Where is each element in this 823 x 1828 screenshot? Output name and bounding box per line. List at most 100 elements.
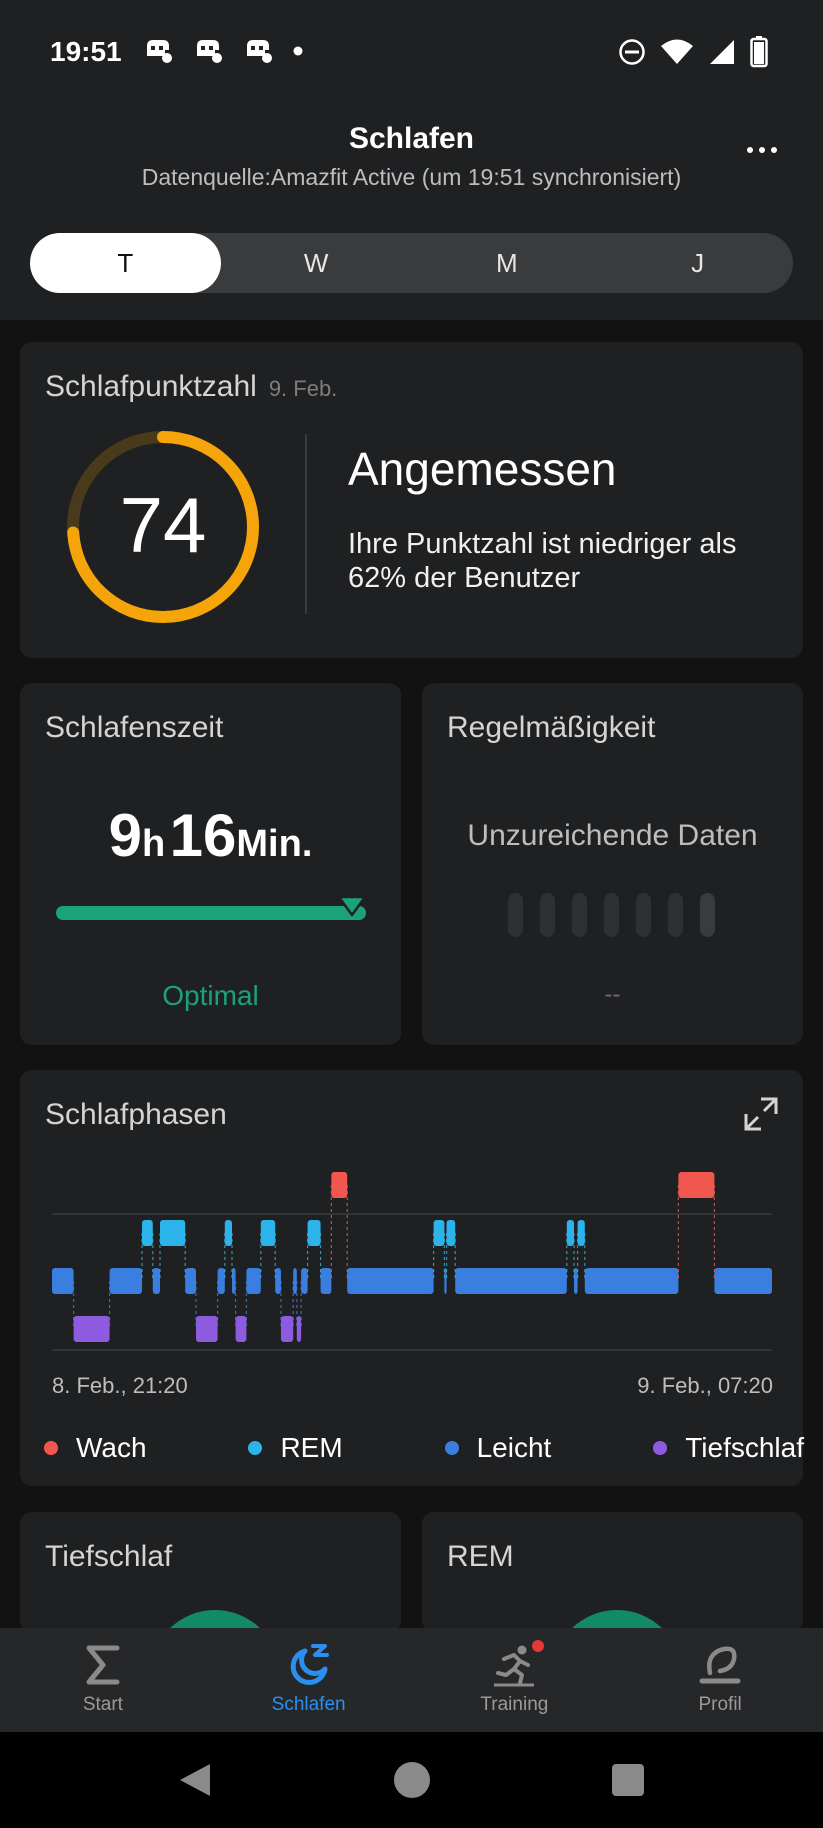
cellular-signal-icon <box>710 40 734 64</box>
legend-label: Leicht <box>476 1432 552 1463</box>
hours-unit: h <box>141 823 166 865</box>
phase-segment <box>331 1172 348 1198</box>
phase-segment <box>444 1268 447 1294</box>
phase-segment <box>142 1220 153 1246</box>
phase-segment <box>185 1268 196 1294</box>
tab-day[interactable]: T <box>30 233 221 293</box>
app-header: Schlafen Datenquelle:Amazfit Active (um … <box>0 100 823 320</box>
home-button[interactable] <box>394 1762 430 1798</box>
sleep-time-title: Schlafenszeit <box>45 711 224 744</box>
rem-card[interactable]: REM <box>422 1512 803 1632</box>
phase-segment <box>293 1268 297 1294</box>
status-bar: 19:51 <box>0 0 823 100</box>
sleep-score-card[interactable]: Schlafpunktzahl 9. Feb. 74 Angemessen Ihr… <box>20 342 803 658</box>
deep-sleep-title: Tiefschlaf <box>45 1540 173 1573</box>
sleep-moon-icon <box>290 1644 329 1685</box>
phase-segment <box>52 1268 74 1294</box>
phase-segment <box>224 1220 232 1246</box>
tab-week[interactable]: W <box>303 247 329 278</box>
phase-segment <box>217 1268 225 1294</box>
regularity-placeholder-bars <box>508 893 715 937</box>
phase-segment <box>584 1268 679 1294</box>
phase-segment <box>566 1220 574 1246</box>
status-time: 19:51 <box>50 36 122 67</box>
notification-icons <box>143 38 303 64</box>
profile-icon <box>699 1646 741 1684</box>
phase-segment <box>160 1220 186 1246</box>
nav-label: Schlafen <box>271 1694 346 1715</box>
score-ring: 74 <box>67 431 259 623</box>
page-title: Schlafen <box>348 122 475 155</box>
nav-profile[interactable]: Profil <box>617 1628 823 1732</box>
system-navigation-bar <box>0 1732 823 1828</box>
data-source-text: Datenquelle:Amazfit Active (um 19:51 syn… <box>141 164 682 190</box>
sleep-duration: 9h 16Min. <box>20 801 401 870</box>
phase-segment <box>275 1268 281 1294</box>
regularity-title: Regelmäßigkeit <box>447 711 656 744</box>
sleep-phases-card[interactable]: Schlafphasen 8. Feb., 21:20 9. Feb., 07:… <box>20 1070 804 1486</box>
wifi-icon <box>661 39 693 64</box>
minutes-value: 16 <box>169 802 237 869</box>
phase-segment <box>260 1220 276 1246</box>
sleep-time-card[interactable]: Schlafenszeit 9h 16Min. Optimal <box>20 683 401 1045</box>
expand-icon[interactable] <box>743 1096 779 1132</box>
phase-segment <box>296 1316 302 1342</box>
tab-month[interactable]: M <box>496 247 518 278</box>
score-date: 9. Feb. <box>268 376 338 401</box>
nav-label: Profil <box>698 1694 742 1715</box>
more-notifications-dot-icon <box>293 46 303 56</box>
app-notification-icon <box>197 40 222 63</box>
regularity-card[interactable]: Regelmäßigkeit Unzureichende Daten -- <box>422 683 803 1045</box>
back-icon[interactable] <box>178 1762 212 1798</box>
chart-legend: Wach REM Leicht Tiefschlaf <box>44 1432 804 1464</box>
system-icons <box>618 36 768 68</box>
card-title: Schlafpunktzahl 9. Feb. <box>45 370 337 404</box>
phase-segment <box>235 1316 247 1342</box>
legend-awake: Wach <box>44 1432 147 1464</box>
phase-segment <box>152 1268 160 1294</box>
more-options-button[interactable] <box>747 140 787 160</box>
legend-deep: Tiefschlaf <box>653 1432 804 1464</box>
score-description: Ihre Punktzahl ist niedriger als 62% der… <box>348 528 737 594</box>
chart-end-label: 9. Feb., 07:20 <box>637 1373 773 1398</box>
do-not-disturb-icon <box>619 39 645 65</box>
sleep-phases-chart <box>52 1172 772 1351</box>
phase-segment <box>232 1268 236 1294</box>
phase-segment <box>446 1220 456 1246</box>
notification-badge <box>532 1640 545 1652</box>
deep-sleep-card[interactable]: Tiefschlaf <box>20 1512 401 1632</box>
phase-segment <box>574 1268 578 1294</box>
phase-segment <box>301 1268 308 1294</box>
nav-training[interactable]: Training <box>412 1628 618 1732</box>
nav-label: Training <box>480 1694 549 1715</box>
minutes-unit: Min. <box>236 823 313 865</box>
phase-segment <box>109 1268 142 1294</box>
score-value: 74 <box>120 481 207 569</box>
app-notification-icon <box>147 40 172 63</box>
legend-label: Tiefschlaf <box>685 1432 804 1463</box>
sigma-icon <box>86 1645 120 1685</box>
legend-label: Wach <box>76 1432 147 1463</box>
chart-start-label: 8. Feb., 21:20 <box>52 1373 188 1398</box>
nav-start[interactable]: Start <box>0 1628 206 1732</box>
phase-segment <box>73 1316 110 1342</box>
nav-sleep[interactable]: Schlafen <box>206 1628 412 1732</box>
regularity-value: -- <box>604 981 621 1008</box>
rem-title: REM <box>447 1540 514 1573</box>
phase-segment <box>307 1220 321 1246</box>
nav-label: Start <box>82 1694 123 1715</box>
phase-segment <box>678 1172 715 1198</box>
sleep-score-title: Schlafpunktzahl <box>45 370 257 403</box>
tab-year[interactable]: J <box>691 247 705 278</box>
marker-down-icon <box>337 895 367 917</box>
legend-light: Leicht <box>444 1432 552 1464</box>
sleep-time-status: Optimal <box>162 980 259 1011</box>
battery-icon <box>750 36 768 68</box>
running-icon <box>494 1645 535 1687</box>
bottom-navigation: Start Schlafen Training Prof <box>0 1628 823 1732</box>
phase-segment <box>347 1268 434 1294</box>
phase-segment <box>280 1316 294 1342</box>
phase-segment <box>455 1268 567 1294</box>
phase-segment <box>320 1268 332 1294</box>
recents-button[interactable] <box>612 1764 644 1796</box>
